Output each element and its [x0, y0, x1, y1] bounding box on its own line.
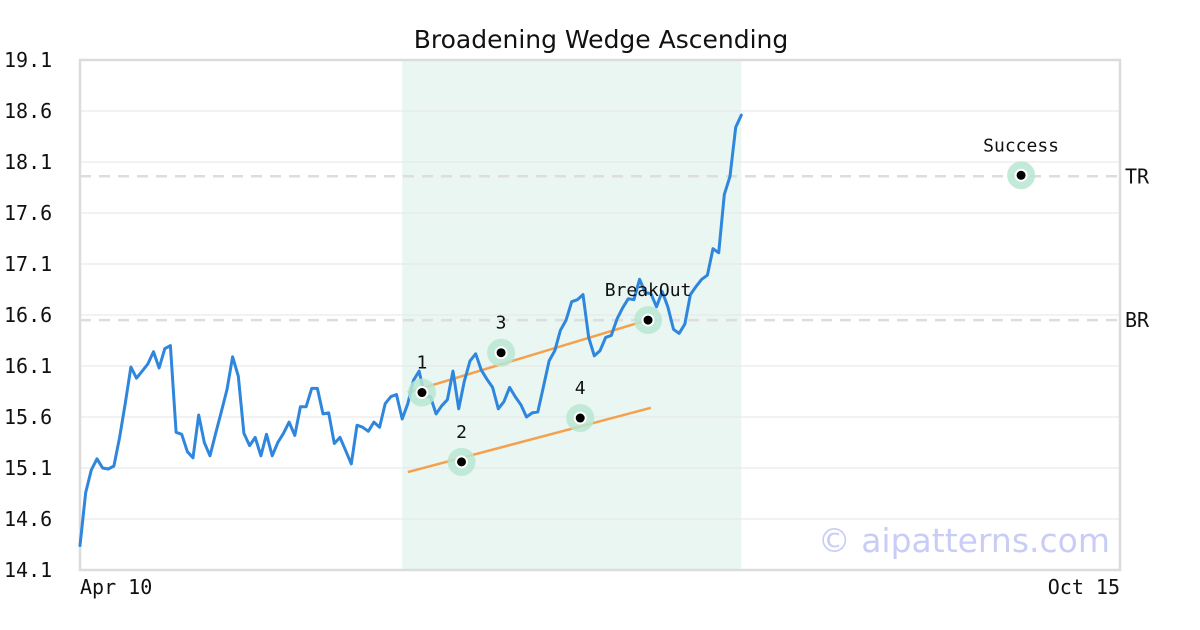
marker-label-4: 4 — [575, 378, 586, 399]
y-tick-label: 16.6 — [4, 303, 52, 327]
y-tick-label: 18.1 — [4, 150, 52, 174]
marker-dot-success — [1014, 168, 1028, 182]
marker-label-2: 2 — [456, 422, 467, 443]
marker-label-breakout: BreakOut — [605, 280, 692, 301]
upper-trendline — [407, 317, 652, 394]
marker-dot-2 — [455, 455, 469, 469]
y-tick-label: 17.1 — [4, 252, 52, 276]
y-tick-label: 16.1 — [4, 354, 52, 378]
marker-dot-4 — [573, 411, 587, 425]
pivot-markers-layer: 1 2 3 4 BreakOut Success — [407, 135, 1059, 476]
watermark: © aipatterns.com — [818, 521, 1110, 560]
y-tick-label: 14.6 — [4, 507, 52, 531]
y-tick-label: 14.1 — [4, 558, 52, 582]
y-tick-label: 15.6 — [4, 405, 52, 429]
level-lines-layer: TR BR — [80, 164, 1150, 332]
chart-title: Broadening Wedge Ascending — [414, 25, 789, 54]
marker-dot-3 — [494, 346, 508, 360]
plot-frame-layer — [78, 58, 1122, 572]
axis-ticks-layer: 19.1 18.6 18.1 17.6 17.1 16.6 16.1 15.6 15.1 14.6… — [4, 48, 1120, 599]
x-tick-label: Oct 15 — [1048, 575, 1120, 599]
marker-dot-1 — [415, 386, 429, 400]
level-label-br: BR — [1125, 308, 1150, 332]
level-label-tr: TR — [1125, 164, 1150, 188]
x-tick-label: Apr 10 — [80, 575, 152, 599]
marker-dot-breakout — [641, 313, 655, 327]
y-tick-label: 15.1 — [4, 456, 52, 480]
y-tick-label: 17.6 — [4, 201, 52, 225]
y-tick-label: 19.1 — [4, 48, 52, 72]
marker-label-3: 3 — [496, 313, 507, 334]
marker-label-1: 1 — [417, 353, 428, 374]
marker-label-success: Success — [983, 135, 1059, 156]
y-tick-label: 18.6 — [4, 99, 52, 123]
plot-frame — [78, 58, 1122, 572]
